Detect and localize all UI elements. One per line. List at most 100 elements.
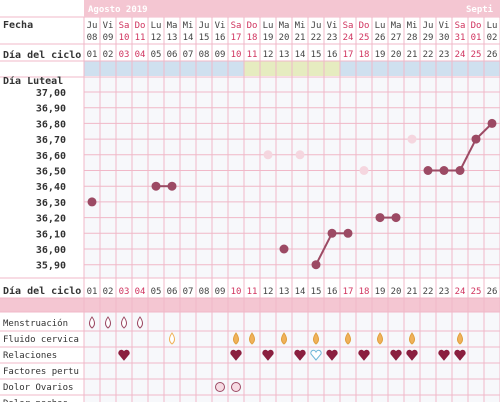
heart-icon — [230, 349, 242, 361]
cycle-day-label: 14 — [295, 50, 306, 60]
day-of-month-label: 27 — [391, 33, 402, 43]
y-tick-label: 36,50 — [36, 167, 66, 178]
day-of-week-label: Do — [135, 21, 146, 31]
day-of-week-label: Lu — [375, 21, 386, 31]
cycle-day-label-bottom: 02 — [103, 287, 114, 297]
cycle-day-label-bottom: 20 — [391, 287, 402, 297]
symptom-label: Factores pertu — [3, 367, 79, 377]
cycle-day-label-bottom: 25 — [471, 287, 482, 297]
cycle-day-label: 20 — [391, 50, 402, 60]
cycle-day-label-bottom: 22 — [423, 287, 434, 297]
heart-icon — [406, 349, 418, 361]
day-headers: Ju 08 01 01 Vi 09 02 02 Sa 10 03 03 Do 11 04 04 Lu 12 05 05… — [87, 21, 498, 297]
cycle-day-label-bottom: 23 — [439, 287, 450, 297]
day-of-month-label: 19 — [263, 33, 274, 43]
temperature-point — [343, 228, 353, 238]
temperature-point — [167, 181, 177, 191]
cycle-day-label-bottom: 21 — [407, 287, 418, 297]
symptom-label: Dolor pechos — [3, 399, 68, 402]
cycle-day-label-bottom: 26 — [487, 287, 498, 297]
cycle-day-label: 11 — [247, 50, 258, 60]
drop-orange-icon — [457, 332, 463, 345]
symptom-label: Fluido cervica — [3, 335, 79, 345]
temperature-point-excluded — [295, 150, 305, 160]
y-tick-label: 36,70 — [36, 135, 66, 146]
day-of-month-label: 30 — [439, 33, 450, 43]
y-tick-label: 36,60 — [36, 151, 66, 162]
cycle-day-label-bottom: 04 — [135, 287, 146, 297]
y-tick-label: 35,90 — [36, 261, 66, 272]
dia-ciclo-label: Día del ciclo — [3, 49, 81, 61]
month-header-band — [84, 0, 500, 17]
day-of-week-label: Mi — [407, 21, 418, 31]
dates-band — [0, 17, 500, 43]
dia-ciclo-label-bottom: Día del ciclo — [3, 285, 81, 297]
cycle-day-label: 03 — [119, 50, 130, 60]
day-of-month-label: 26 — [375, 33, 386, 43]
temperature-line-segment — [315, 232, 333, 266]
cycle-band — [0, 44, 500, 60]
cycle-day-label-bottom: 24 — [455, 287, 466, 297]
heart-icon — [262, 349, 274, 361]
cycle-day-label: 06 — [167, 50, 178, 60]
day-of-week-label: Vi — [439, 21, 450, 31]
day-of-week-label: Ju — [423, 21, 434, 31]
day-of-week-label: Sa — [119, 21, 130, 31]
day-of-week-label: Lu — [263, 21, 274, 31]
temperature-point — [327, 228, 337, 238]
drop-orange-icon — [281, 332, 287, 345]
day-of-week-label: Mi — [295, 21, 306, 31]
drop-orange-icon — [249, 332, 255, 345]
day-of-week-label: Lu — [151, 21, 162, 31]
day-of-month-label: 17 — [231, 33, 242, 43]
temperature-point — [151, 181, 161, 191]
day-of-week-label: Lu — [487, 21, 498, 31]
cycle-day-label-bottom: 06 — [167, 287, 178, 297]
circle-icon — [231, 382, 241, 392]
y-tick-label: 36,00 — [36, 245, 66, 256]
cycle-day-label: 15 — [311, 50, 322, 60]
temperature-point-excluded — [359, 166, 369, 175]
day-of-week-label: Ju — [199, 21, 210, 31]
day-of-month-label: 18 — [247, 33, 258, 43]
drop-orange-icon — [409, 332, 415, 345]
y-tick-label: 37,00 — [36, 88, 66, 99]
day-of-month-label: 31 — [455, 33, 466, 43]
cycle-day-label: 04 — [135, 50, 146, 60]
symptom-label: Dolor Ovarios — [3, 383, 73, 393]
cycle-day-label: 10 — [231, 50, 242, 60]
y-tick-label: 36,90 — [36, 104, 66, 115]
day-of-month-label: 13 — [167, 33, 178, 43]
temperature-point — [423, 166, 433, 175]
cycle-day-label: 08 — [199, 50, 210, 60]
day-of-month-label: 16 — [215, 33, 226, 43]
circle-icon — [215, 382, 225, 392]
day-of-month-label: 22 — [311, 33, 322, 43]
temperature-point — [375, 213, 385, 223]
heart-icon — [326, 349, 338, 361]
day-of-month-label: 09 — [103, 33, 114, 43]
cycle-day-label: 01 — [87, 50, 98, 60]
day-of-month-label: 23 — [327, 33, 338, 43]
cycle-day-label: 25 — [471, 50, 482, 60]
day-of-week-label: Do — [471, 21, 482, 31]
month-label: Agosto 2019 — [88, 5, 148, 15]
cycle-day-label-bottom: 14 — [295, 287, 306, 297]
cycle-day-label-bottom: 12 — [263, 287, 274, 297]
cycle-day-label-bottom: 17 — [343, 287, 354, 297]
day-of-week-label: Ju — [87, 21, 98, 31]
day-of-week-label: Ma — [391, 21, 402, 31]
temperature-point-excluded — [407, 134, 417, 144]
day-of-week-label: Vi — [327, 21, 338, 31]
cycle-day-label: 22 — [423, 50, 434, 60]
cycle-day-label: 02 — [103, 50, 114, 60]
heart-icon — [390, 349, 402, 361]
day-of-month-label: 08 — [87, 33, 98, 43]
dia-luteal-label: Día Luteal — [3, 75, 63, 87]
cycle-day-label-bottom: 16 — [327, 287, 338, 297]
cycle-day-label: 16 — [327, 50, 338, 60]
drop-icon — [121, 316, 127, 329]
day-of-week-label: Ju — [311, 21, 322, 31]
cycle-day-label: 23 — [439, 50, 450, 60]
cycle-day-label-bottom: 03 — [119, 287, 130, 297]
